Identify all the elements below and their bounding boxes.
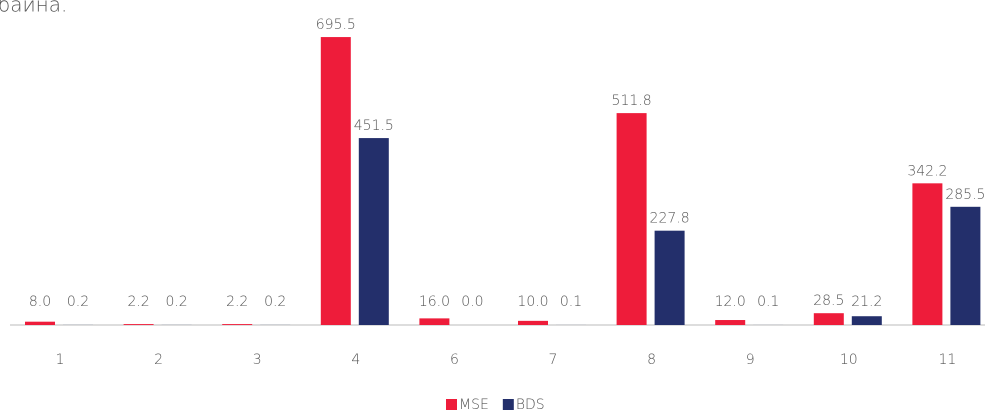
- data-label: 8.0: [29, 294, 51, 310]
- data-label: 0.2: [165, 294, 187, 310]
- bar: [222, 324, 253, 325]
- legend-swatch: [446, 399, 457, 410]
- data-label: 16.0: [419, 294, 450, 310]
- data-label: 21.2: [851, 294, 882, 310]
- bar: [358, 138, 389, 325]
- bar: [715, 320, 746, 325]
- bar: [912, 183, 943, 325]
- data-label: 285.5: [945, 187, 985, 203]
- x-tick-label: 1: [56, 352, 65, 368]
- data-label: 2.2: [127, 294, 149, 310]
- x-tick-label: 4: [351, 352, 360, 368]
- bar: [320, 37, 351, 326]
- bar: [851, 316, 882, 325]
- data-label: 695.5: [316, 17, 356, 33]
- x-tick-label: 11: [938, 352, 956, 368]
- bar: [813, 313, 844, 325]
- bar: [123, 324, 154, 325]
- data-label: 2.2: [226, 294, 248, 310]
- data-label: 342.2: [907, 163, 947, 179]
- data-label: 0.2: [264, 294, 286, 310]
- bar: [518, 320, 548, 325]
- bar: [950, 206, 981, 325]
- x-tick-label: 9: [746, 352, 755, 368]
- data-label: 12.0: [715, 294, 746, 310]
- data-label: 0.1: [560, 294, 582, 310]
- data-label: 0.0: [461, 294, 483, 310]
- x-tick-label: 2: [154, 352, 163, 368]
- data-label: 10.0: [517, 294, 548, 310]
- data-label: 227.8: [650, 211, 690, 227]
- legend-label: BDS: [516, 397, 545, 413]
- legend-label: MSE: [459, 397, 489, 413]
- caption-fragment: байна.: [0, 0, 67, 17]
- data-label: 28.5: [813, 293, 844, 309]
- legend-swatch: [502, 399, 514, 410]
- x-tick-label: 8: [647, 352, 656, 368]
- bar: [654, 230, 685, 325]
- x-tick-label: 6: [450, 352, 459, 368]
- x-tick-label: 3: [253, 352, 262, 368]
- data-label: 0.2: [67, 294, 89, 310]
- data-label: 451.5: [354, 118, 394, 134]
- bar: [25, 321, 55, 325]
- bar: [419, 318, 450, 325]
- data-label: 511.8: [612, 93, 652, 109]
- x-tick-label: 10: [840, 352, 858, 368]
- bar: [616, 113, 647, 325]
- data-label: 0.1: [757, 294, 779, 310]
- x-tick-label: 7: [549, 352, 558, 368]
